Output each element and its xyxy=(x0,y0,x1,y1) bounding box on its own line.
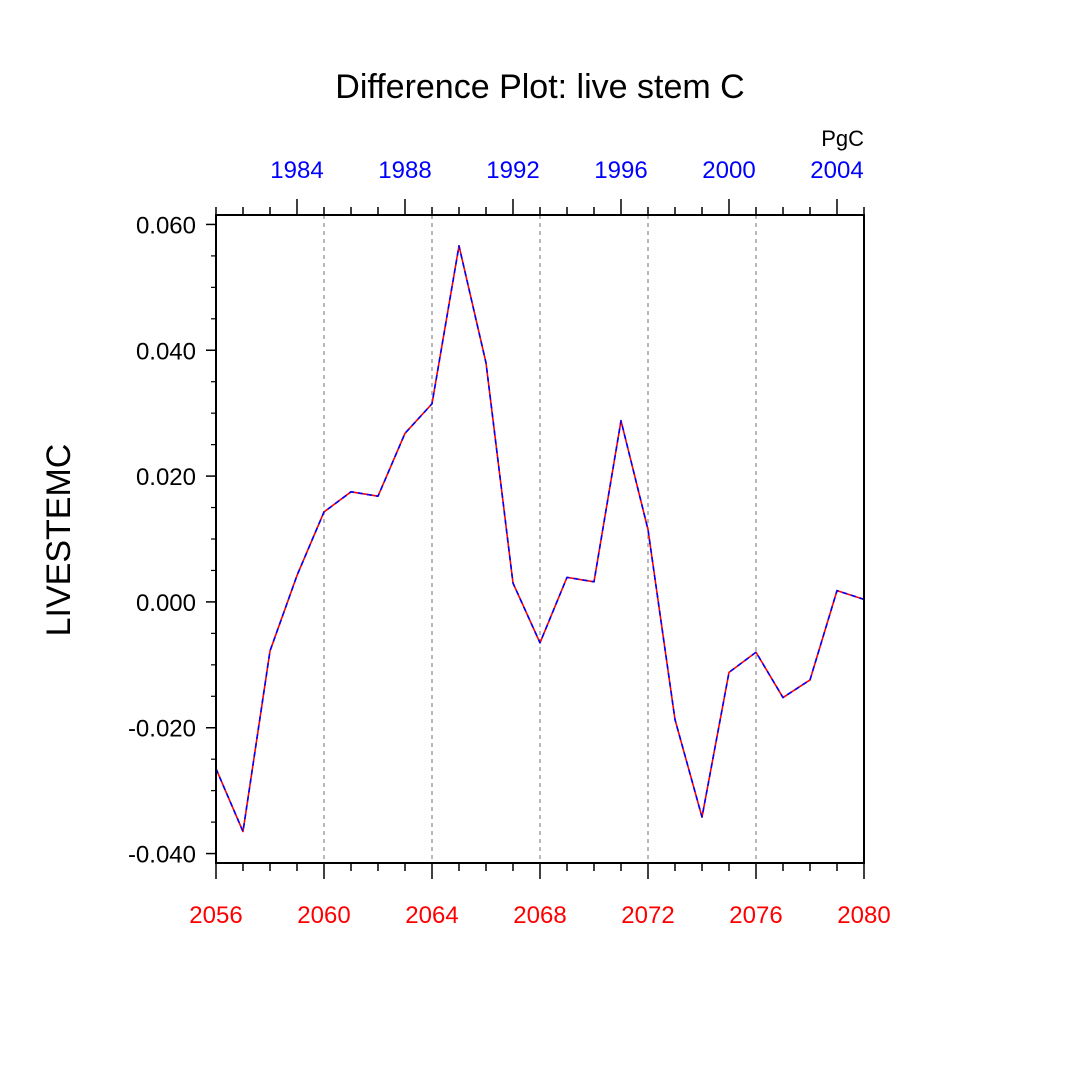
x-bottom-tick-label: 2072 xyxy=(621,902,674,929)
x-bottom-tick-label: 2076 xyxy=(729,902,782,929)
x-top-tick-label: 2004 xyxy=(810,157,863,184)
y-tick-label: 0.060 xyxy=(136,212,196,239)
x-bottom-tick-label: 2080 xyxy=(837,902,890,929)
chart-title: Difference Plot: live stem C xyxy=(335,68,744,106)
units-label: PgC xyxy=(821,126,864,151)
x-bottom-tick-label: 2068 xyxy=(513,902,566,929)
axes: 0.060 0.040 0.020 0.000 -0.020 -0.040 2056 2060… xyxy=(128,157,891,929)
y-axis-title: LIVESTEMC xyxy=(40,444,78,637)
x-bottom-tick-label: 2056 xyxy=(189,902,242,929)
y-tick-label: -0.020 xyxy=(128,716,196,743)
x-top-tick-label: 2000 xyxy=(702,157,755,184)
y-tick-label: -0.040 xyxy=(128,842,196,869)
x-top-tick-label: 1988 xyxy=(378,157,431,184)
y-tick-label: 0.040 xyxy=(136,338,196,365)
x-top-tick-label: 1992 xyxy=(486,157,539,184)
x-bottom-tick-label: 2064 xyxy=(405,902,458,929)
series-line-2 xyxy=(215,245,865,833)
data-series xyxy=(215,245,865,833)
x-bottom-tick-label: 2060 xyxy=(297,902,350,929)
y-tick-label: 0.020 xyxy=(136,464,196,491)
y-tick-label: 0.000 xyxy=(136,590,196,617)
x-top-tick-label: 1984 xyxy=(270,157,323,184)
x-top-tick-label: 1996 xyxy=(594,157,647,184)
plot-frame xyxy=(215,214,865,864)
gridlines xyxy=(323,215,757,863)
